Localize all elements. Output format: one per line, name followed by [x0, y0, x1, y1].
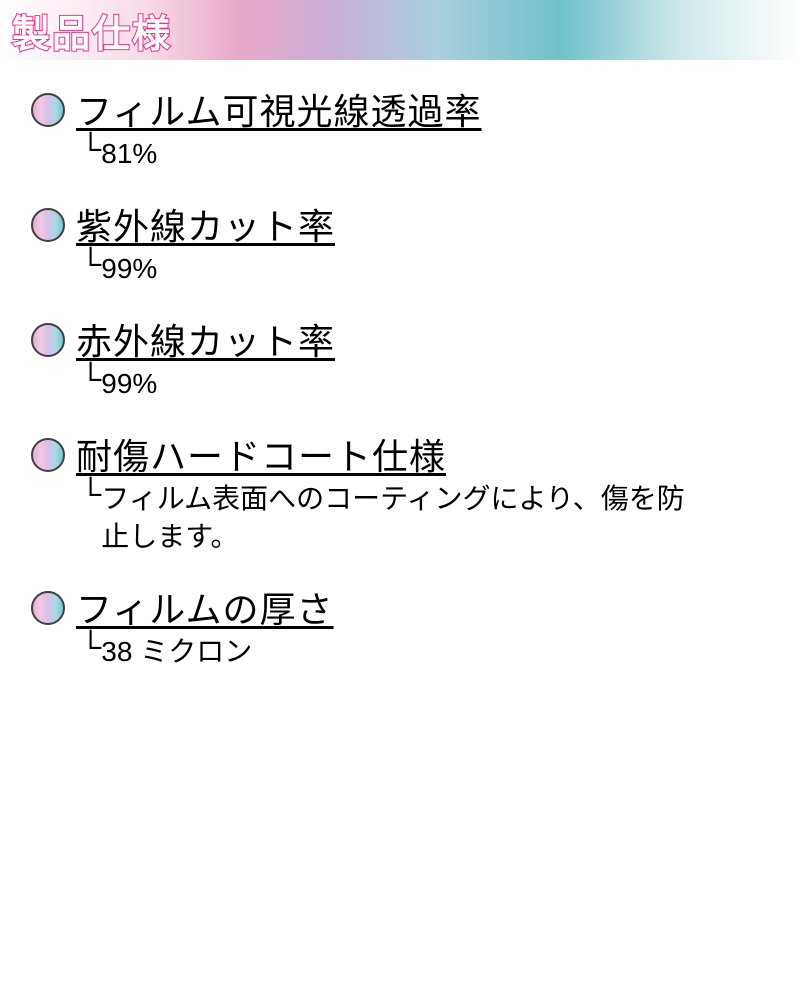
spec-value: 99%	[101, 365, 157, 403]
bullet-icon	[30, 207, 66, 243]
spec-value-row: └ 38 ミクロン	[76, 633, 800, 671]
spec-content: 赤外線カット率 └ 99%	[76, 320, 800, 403]
spec-item: 耐傷ハードコート仕様 └ フィルム表面へのコーティングにより、傷を防止します。	[30, 435, 800, 556]
spec-value: 99%	[101, 250, 157, 288]
spec-value: 38 ミクロン	[101, 633, 252, 671]
spec-label: フィルムの厚さ	[76, 588, 800, 631]
bullet-icon	[30, 92, 66, 128]
spec-value: 81%	[101, 135, 157, 173]
header-bar: 製品仕様	[0, 0, 800, 60]
spec-value-row: └ 99%	[76, 250, 800, 288]
corner-icon: └	[80, 480, 101, 510]
bullet-icon	[30, 437, 66, 473]
bullet-icon	[30, 590, 66, 626]
corner-icon: └	[80, 365, 101, 395]
bullet-icon	[30, 322, 66, 358]
spec-label: 紫外線カット率	[76, 205, 800, 248]
spec-content: 紫外線カット率 └ 99%	[76, 205, 800, 288]
spec-value: フィルム表面へのコーティングにより、傷を防止します。	[101, 480, 701, 556]
spec-label: 耐傷ハードコート仕様	[76, 435, 800, 478]
spec-value-row: └ 81%	[76, 135, 800, 173]
spec-content: フィルム可視光線透過率 └ 81%	[76, 90, 800, 173]
spec-value-row: └ フィルム表面へのコーティングにより、傷を防止します。	[76, 480, 800, 556]
spec-list: フィルム可視光線透過率 └ 81% 紫外線カット率 └ 99% 赤外線カット率 …	[0, 90, 800, 671]
corner-icon: └	[80, 250, 101, 280]
spec-content: 耐傷ハードコート仕様 └ フィルム表面へのコーティングにより、傷を防止します。	[76, 435, 800, 556]
page-title: 製品仕様	[12, 3, 172, 58]
spec-item: 赤外線カット率 └ 99%	[30, 320, 800, 403]
spec-item: フィルム可視光線透過率 └ 81%	[30, 90, 800, 173]
spec-label: フィルム可視光線透過率	[76, 90, 800, 133]
spec-value-row: └ 99%	[76, 365, 800, 403]
spec-item: フィルムの厚さ └ 38 ミクロン	[30, 588, 800, 671]
spec-label: 赤外線カット率	[76, 320, 800, 363]
spec-content: フィルムの厚さ └ 38 ミクロン	[76, 588, 800, 671]
corner-icon: └	[80, 135, 101, 165]
spec-item: 紫外線カット率 └ 99%	[30, 205, 800, 288]
corner-icon: └	[80, 633, 101, 663]
